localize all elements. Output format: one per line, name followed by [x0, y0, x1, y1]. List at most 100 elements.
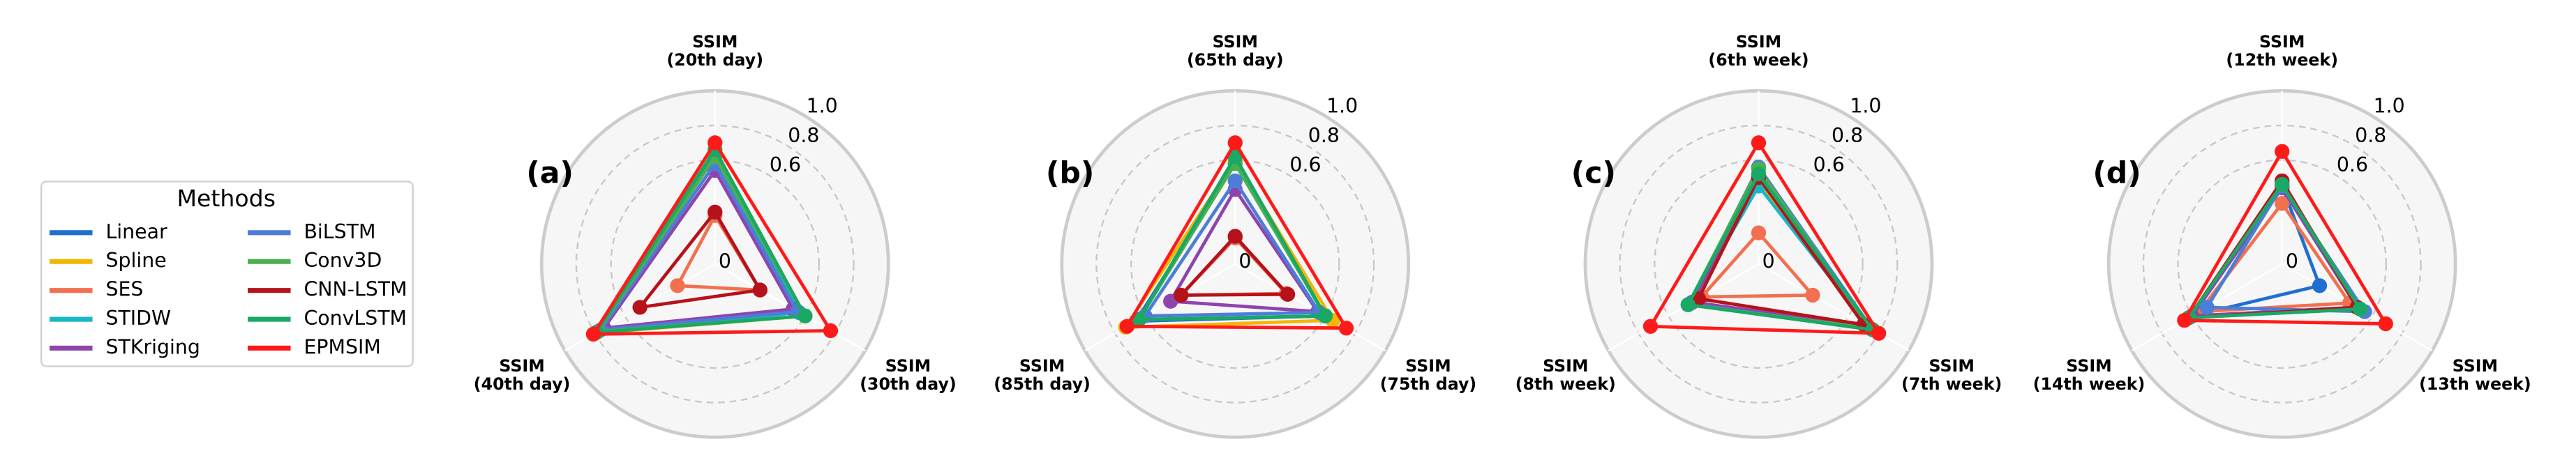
axis-label: SSIM: [1543, 356, 1588, 376]
point: [632, 300, 647, 315]
point: [1227, 149, 1243, 164]
point: [1280, 286, 1296, 302]
axis-label: SSIM: [2259, 32, 2305, 52]
axis-label: (65th day): [1187, 50, 1284, 70]
legend-label: Conv3D: [304, 249, 382, 272]
point: [2378, 316, 2393, 332]
point: [1227, 173, 1243, 189]
series-line: [1124, 139, 1349, 330]
axis-label: SSIM: [1213, 32, 1258, 52]
axis-label: (14th week): [2033, 374, 2146, 394]
point: [2275, 144, 2290, 159]
series-line: [1167, 186, 1321, 314]
point: [2275, 176, 2290, 192]
r-tick-label: 0.8: [1832, 124, 1863, 147]
r-tick-label: 0.6: [2337, 153, 2368, 176]
series-line: [2196, 200, 2353, 314]
legend-label: CNN-LSTM: [304, 278, 407, 301]
r-tick-label: 0.8: [2355, 124, 2386, 147]
r-tick-label: 0.6: [1289, 153, 1321, 176]
axis-label: SSIM: [2453, 356, 2498, 376]
axis-label: SSIM: [885, 356, 931, 376]
legend-label: BiLSTM: [304, 220, 375, 243]
axis-label: SSIM: [2066, 356, 2111, 376]
point: [1751, 166, 1767, 182]
point: [2312, 278, 2328, 293]
axis-label: (40th day): [474, 374, 571, 394]
axis-label: (85th day): [994, 374, 1091, 394]
point: [1131, 312, 1147, 327]
series-line: [1141, 178, 1323, 318]
point: [823, 323, 839, 339]
panel-label: (d): [2092, 155, 2141, 190]
series-line: [593, 146, 808, 335]
legend-box: [40, 181, 414, 367]
point: [1871, 326, 1887, 341]
panel-label: (b): [1046, 155, 1094, 190]
series-line: [600, 167, 796, 330]
series-line: [1698, 230, 1817, 299]
point: [1338, 321, 1354, 336]
point: [2177, 312, 2192, 328]
point: [1227, 229, 1243, 244]
spoke: [1234, 263, 1386, 352]
panel-label: (a): [526, 155, 574, 190]
point: [797, 308, 813, 323]
point: [707, 204, 723, 220]
panel-label: (c): [1571, 155, 1616, 190]
point: [1119, 319, 1135, 334]
series-line: [1177, 234, 1291, 297]
legend-label: STKriging: [105, 335, 200, 358]
series-line: [590, 139, 834, 336]
series-line: [636, 209, 763, 310]
axis-label: SSIM: [1736, 32, 1781, 52]
axis-label: SSIM: [499, 356, 544, 376]
point: [1805, 287, 1820, 303]
axis-label: SSIM: [692, 32, 737, 52]
r-tick-label: 0.8: [788, 124, 819, 147]
point: [1642, 319, 1658, 334]
series-line: [1136, 153, 1328, 321]
r-tick-label: 0.6: [1813, 153, 1845, 176]
axis-label: SSIM: [1929, 356, 1975, 376]
axis-label: SSIM: [1405, 356, 1451, 376]
point: [1227, 135, 1243, 151]
r-tick-label: 0.8: [1308, 124, 1340, 147]
point: [670, 278, 685, 293]
point: [585, 326, 601, 342]
axis-label: (7th week): [1901, 374, 2002, 394]
series-line: [2185, 181, 2363, 320]
legend-label: EPMSIM: [304, 335, 380, 358]
series-line: [1685, 171, 1877, 332]
legend-label: Spline: [105, 249, 166, 272]
r-tick-label: 1.0: [2374, 95, 2405, 118]
axis-label: (6th week): [1708, 50, 1809, 70]
axis-label: (20th day): [667, 50, 764, 70]
series-line: [1695, 174, 1868, 327]
legend-label: ConvLSTM: [304, 307, 407, 330]
r-tick-label: 1.0: [1326, 95, 1358, 118]
legend-label: SES: [105, 278, 143, 301]
r-tick-label: 1.0: [807, 95, 838, 118]
axis-label: (8th week): [1515, 374, 1616, 394]
axis-label: (12th week): [2226, 50, 2338, 70]
point: [2199, 300, 2215, 315]
legend-label: Linear: [105, 220, 167, 243]
axis-label: (75th day): [1380, 374, 1477, 394]
point: [2275, 196, 2290, 211]
r-tick-label: 1.0: [1850, 95, 1881, 118]
point: [2352, 301, 2368, 317]
series-line: [1647, 139, 1882, 335]
spoke: [1084, 263, 1236, 352]
axis-label: SSIM: [1019, 356, 1065, 376]
series-line: [2181, 148, 2389, 326]
point: [1751, 135, 1767, 151]
axis-label: (30th day): [860, 374, 957, 394]
legend-label: STIDW: [105, 307, 171, 330]
point: [1680, 297, 1696, 312]
point: [752, 282, 767, 298]
legend-title: Methods: [177, 185, 276, 212]
r-tick-label: 0.6: [770, 153, 801, 176]
